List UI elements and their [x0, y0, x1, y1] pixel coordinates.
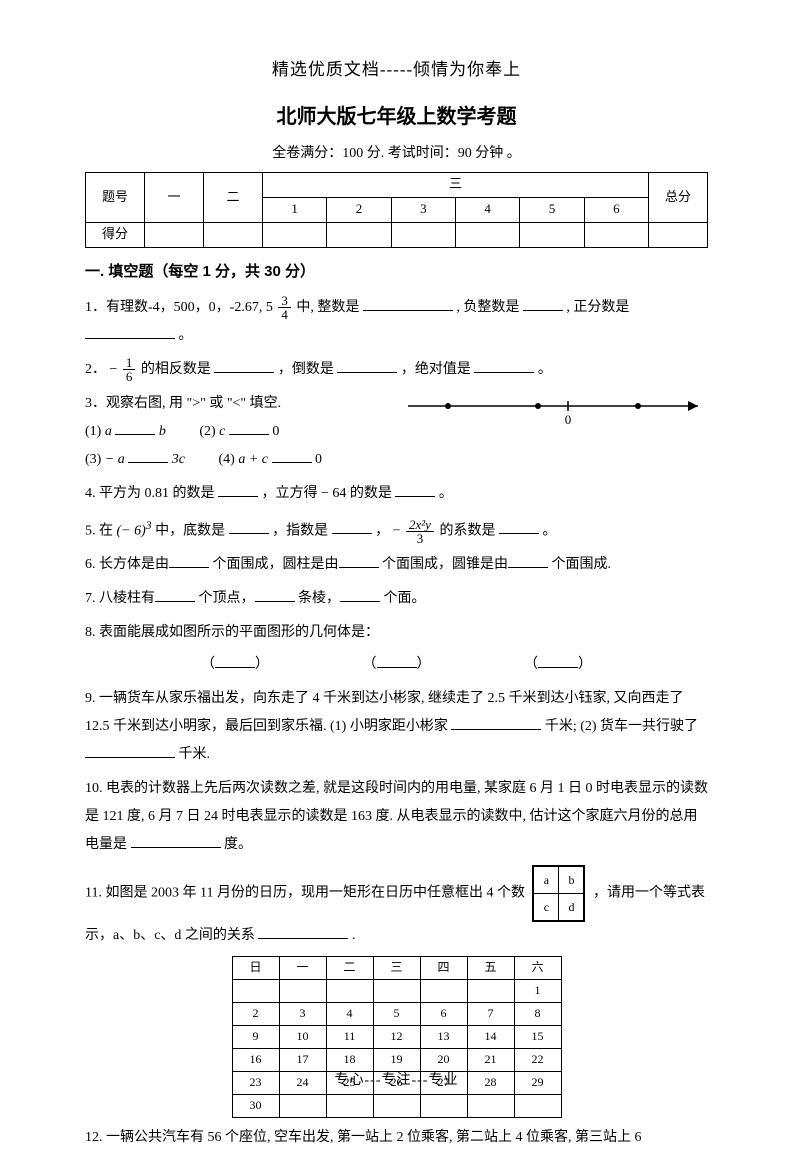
th-number: 题号 [86, 172, 145, 222]
question-1: 1．有理数-4，500，0，-2.67, 5 34 中, 整数是 , 负整数是 … [85, 294, 708, 350]
q1-text-a: 1．有理数-4，500，0，-2.67, 5 [85, 300, 273, 315]
th-part1: 一 [145, 172, 204, 222]
exam-title: 北师大版七年级上数学考题 [85, 101, 708, 133]
blank [214, 358, 274, 373]
question-10: 10. 电表的计数器上先后两次读数之差, 就是这段时间内的用电量, 某家庭 6 … [85, 775, 708, 859]
blank [499, 519, 539, 534]
question-11: 11. 如图是 2003 年 11 月份的日历，现用一矩形在日历中任意框出 4 … [85, 865, 708, 950]
blank [218, 482, 258, 497]
page-footer: 专心---专注---专业 [0, 1070, 793, 1092]
question-9: 9. 一辆货车从家乐福出发，向东走了 4 千米到达小彬家, 继续走了 2.5 千… [85, 685, 708, 769]
th-sub1: 1 [263, 197, 327, 222]
score-cell [584, 222, 648, 247]
blank [538, 653, 578, 668]
blank [169, 553, 209, 568]
blank [85, 743, 175, 758]
q5-fraction: 2x²y3 [406, 518, 434, 545]
th-part3: 三 [263, 172, 649, 197]
score-cell [455, 222, 519, 247]
abcd-box: ab cd [532, 865, 585, 922]
q1-fraction: 34 [278, 294, 291, 321]
score-cell [204, 222, 263, 247]
th-sub5: 5 [520, 197, 584, 222]
page: 精选优质文档-----倾情为你奉上 北师大版七年级上数学考题 全卷满分：100 … [0, 0, 793, 1122]
question-4: 4. 平方为 0.81 的数是 ，立方得 − 64 的数是 。 [85, 480, 708, 508]
number-line: 0 [408, 394, 708, 428]
question-2: 2． − 16 的相反数是 ，倒数是 ，绝对值是 。 [85, 356, 708, 384]
question-12: 12. 一辆公共汽车有 56 个座位, 空车出发, 第一站上 2 位乘客, 第二… [85, 1124, 708, 1152]
blank [155, 587, 195, 602]
q2-text-c: ，倒数是 [278, 362, 334, 377]
blank [337, 358, 397, 373]
blank [377, 653, 417, 668]
blank [474, 358, 534, 373]
score-cell [649, 222, 708, 247]
blank [508, 553, 548, 568]
blank [115, 420, 155, 435]
question-5: 5. 在 (− 6)3 中，底数是 ，指数是 ， − 2x²y3 的系数是 。 [85, 514, 708, 546]
q3-text: 3．观察右图, 用 ">" 或 "<" 填空. [85, 396, 281, 411]
q3-sub3: (3) − a 3c [85, 446, 185, 474]
score-cell [391, 222, 455, 247]
blank [272, 448, 312, 463]
blank [229, 519, 269, 534]
blank [451, 715, 541, 730]
q2-text-d: ，绝对值是 [401, 362, 471, 377]
q8-answers: （） （） （） [85, 653, 708, 676]
q2-text-a: 2． [85, 362, 106, 377]
question-3: 3．观察右图, 用 ">" 或 "<" 填空. 0 (1) a b (2) c … [85, 390, 708, 474]
score-cell [327, 222, 391, 247]
score-cell [263, 222, 327, 247]
page-header: 精选优质文档-----倾情为你奉上 [85, 56, 708, 83]
th-sub3: 3 [391, 197, 455, 222]
question-8: 8. 表面能展成如图所示的平面图形的几何体是： [85, 619, 708, 647]
question-6: 6. 长方体是由 个面围成，圆柱是由 个面围成，圆锥是由 个面围成. [85, 551, 708, 579]
blank [85, 324, 175, 339]
th-score: 得分 [86, 222, 145, 247]
score-cell [145, 222, 204, 247]
exam-subtitle: 全卷满分：100 分. 考试时间：90 分钟 。 [85, 143, 708, 165]
blank [128, 448, 168, 463]
blank [258, 924, 348, 939]
blank [332, 519, 372, 534]
q1-text-c: , 负整数是 [456, 300, 519, 315]
blank [229, 420, 269, 435]
th-part2: 二 [204, 172, 263, 222]
blank [131, 833, 221, 848]
q1-text-b: 中, 整数是 [296, 300, 359, 315]
q3-sub1: (1) a b [85, 418, 166, 446]
q2-text-e: 。 [538, 362, 552, 377]
q1-text-e: 。 [179, 328, 193, 343]
question-7: 7. 八棱柱有 个顶点， 条棱， 个面。 [85, 585, 708, 613]
blank [340, 587, 380, 602]
th-total: 总分 [649, 172, 708, 222]
th-sub6: 6 [584, 197, 648, 222]
score-cell [520, 222, 584, 247]
svg-text:0: 0 [565, 412, 572, 427]
q3-sub2: (2) c 0 [199, 418, 279, 446]
blank [523, 296, 563, 311]
calendar-table: 日 一 二 三 四 五 六 1 2345678 9101112131415 16… [232, 956, 562, 1118]
q2-fraction: 16 [123, 356, 136, 383]
blank [215, 653, 255, 668]
q3-sub4: (4) a + c 0 [219, 446, 323, 474]
blank [395, 482, 435, 497]
q2-text-b: 的相反数是 [141, 362, 211, 377]
blank [339, 553, 379, 568]
score-table: 题号 一 二 三 总分 1 2 3 4 5 6 得分 [85, 172, 708, 248]
blank [255, 587, 295, 602]
section1-heading: 一. 填空题（每空 1 分，共 30 分） [85, 260, 708, 284]
q1-text-d: , 正分数是 [566, 300, 629, 315]
th-sub4: 4 [455, 197, 519, 222]
blank [363, 296, 453, 311]
th-sub2: 2 [327, 197, 391, 222]
